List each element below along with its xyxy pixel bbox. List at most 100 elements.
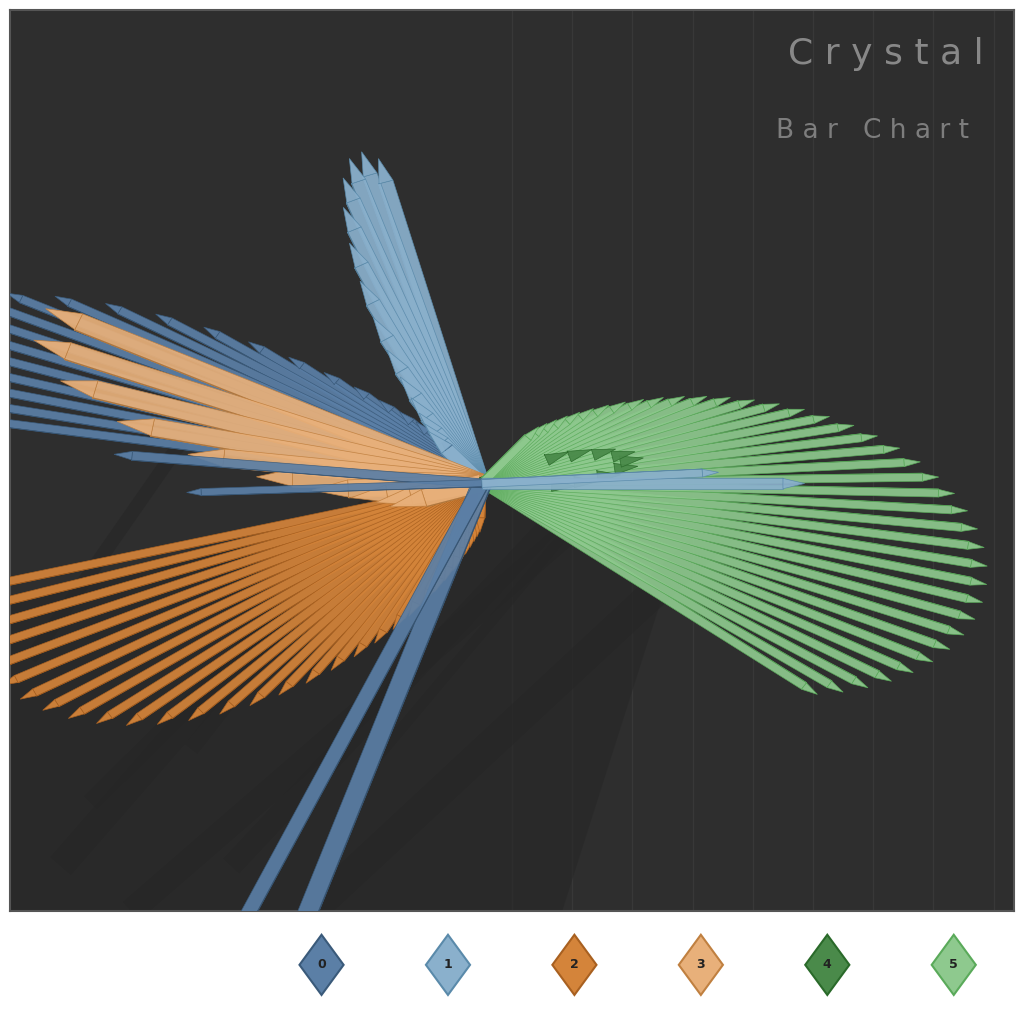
Polygon shape	[354, 387, 370, 399]
Polygon shape	[379, 183, 475, 485]
Polygon shape	[364, 393, 484, 486]
Polygon shape	[75, 313, 486, 492]
Polygon shape	[289, 357, 304, 369]
Polygon shape	[118, 307, 484, 486]
Polygon shape	[429, 430, 442, 443]
Polygon shape	[481, 434, 862, 487]
Polygon shape	[482, 483, 486, 522]
Polygon shape	[411, 397, 433, 421]
Polygon shape	[416, 422, 430, 435]
Polygon shape	[425, 424, 449, 446]
Polygon shape	[628, 399, 644, 410]
Polygon shape	[480, 451, 571, 488]
Polygon shape	[65, 343, 485, 492]
Polygon shape	[609, 402, 626, 413]
Polygon shape	[480, 400, 651, 487]
Polygon shape	[480, 479, 920, 659]
Polygon shape	[158, 712, 173, 724]
Polygon shape	[337, 481, 485, 662]
Polygon shape	[354, 262, 488, 486]
Polygon shape	[690, 396, 707, 406]
Polygon shape	[966, 595, 983, 602]
Polygon shape	[593, 406, 608, 417]
Polygon shape	[482, 478, 783, 488]
Polygon shape	[479, 410, 598, 486]
Polygon shape	[480, 398, 714, 480]
Polygon shape	[334, 378, 484, 486]
Polygon shape	[299, 369, 479, 486]
Polygon shape	[897, 663, 913, 673]
Polygon shape	[0, 319, 480, 487]
Polygon shape	[292, 486, 481, 493]
Polygon shape	[359, 481, 485, 647]
Polygon shape	[96, 712, 113, 724]
Polygon shape	[408, 419, 485, 486]
Polygon shape	[348, 474, 482, 498]
Polygon shape	[367, 485, 485, 647]
Polygon shape	[971, 559, 987, 567]
Polygon shape	[0, 344, 483, 487]
Polygon shape	[477, 484, 486, 534]
Polygon shape	[0, 372, 481, 487]
Polygon shape	[484, 480, 831, 681]
Polygon shape	[484, 480, 856, 677]
Polygon shape	[354, 642, 367, 657]
Polygon shape	[156, 314, 172, 325]
Polygon shape	[151, 419, 483, 493]
Polygon shape	[14, 479, 483, 683]
Polygon shape	[215, 332, 484, 486]
Polygon shape	[222, 450, 483, 493]
Polygon shape	[876, 671, 892, 681]
Polygon shape	[397, 481, 485, 618]
Polygon shape	[478, 431, 539, 486]
Polygon shape	[379, 400, 394, 413]
Polygon shape	[167, 317, 484, 486]
Polygon shape	[923, 473, 939, 481]
Polygon shape	[480, 480, 880, 678]
Polygon shape	[421, 421, 476, 487]
Polygon shape	[380, 335, 488, 486]
Polygon shape	[861, 434, 878, 441]
Polygon shape	[460, 482, 486, 549]
Polygon shape	[465, 540, 473, 554]
Polygon shape	[0, 409, 482, 487]
Polygon shape	[114, 452, 132, 461]
Polygon shape	[387, 485, 485, 633]
Polygon shape	[472, 483, 486, 527]
Polygon shape	[388, 407, 485, 486]
Polygon shape	[468, 532, 477, 548]
Polygon shape	[0, 659, 4, 669]
Polygon shape	[55, 296, 72, 306]
Polygon shape	[84, 486, 484, 714]
Polygon shape	[445, 445, 485, 486]
Polygon shape	[813, 416, 829, 423]
Polygon shape	[0, 487, 483, 589]
Polygon shape	[131, 452, 482, 487]
Polygon shape	[480, 456, 620, 478]
Polygon shape	[421, 414, 487, 487]
Polygon shape	[113, 486, 484, 719]
Polygon shape	[198, 480, 485, 714]
Polygon shape	[462, 484, 486, 558]
Polygon shape	[482, 479, 939, 489]
Polygon shape	[620, 456, 643, 467]
Polygon shape	[482, 473, 923, 487]
Polygon shape	[479, 423, 553, 480]
Polygon shape	[142, 486, 484, 720]
Polygon shape	[131, 460, 481, 487]
Polygon shape	[480, 398, 690, 480]
Polygon shape	[299, 362, 484, 486]
Polygon shape	[805, 935, 849, 995]
Polygon shape	[480, 404, 765, 487]
Polygon shape	[299, 935, 344, 995]
Polygon shape	[480, 400, 740, 487]
Polygon shape	[65, 359, 479, 492]
Polygon shape	[472, 526, 480, 542]
Polygon shape	[6, 293, 23, 303]
Polygon shape	[351, 179, 488, 485]
Polygon shape	[167, 325, 480, 486]
Polygon shape	[249, 342, 264, 353]
Polygon shape	[250, 692, 264, 706]
Polygon shape	[404, 485, 485, 618]
Polygon shape	[426, 935, 470, 995]
